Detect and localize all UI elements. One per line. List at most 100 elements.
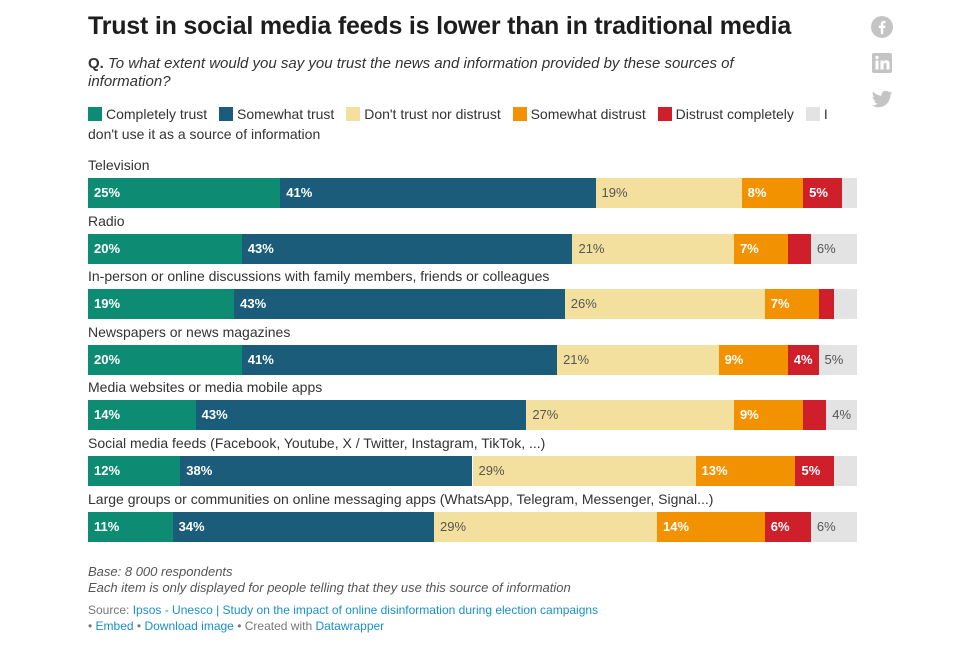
bar-segment [764, 289, 819, 320]
bar-segment [810, 233, 857, 264]
bar-segment [695, 456, 796, 486]
legend-label: Don't trust nor distrust [364, 106, 501, 122]
bar-segment [572, 233, 734, 264]
legend-item: Completely trust [88, 106, 207, 122]
legend-item: I don't use it as a source of informatio… [88, 106, 828, 142]
source-label: Source: [88, 603, 133, 617]
bar-segment [657, 511, 765, 542]
data-label: 11% [94, 518, 120, 534]
category-label: Media websites or media mobile apps [88, 379, 323, 396]
data-label: 43% [201, 407, 228, 423]
data-label: 7% [770, 296, 790, 312]
question-text: To what extent would you say you trust t… [88, 55, 734, 90]
bar-segment [741, 178, 804, 208]
legend-label: I don't use it as a source of informatio… [88, 106, 828, 142]
datawrapper-link[interactable]: Datawrapper [315, 619, 385, 633]
bar-segment [718, 344, 788, 375]
legend-label: Somewhat trust [237, 106, 335, 122]
survey-question: Q. To what extent would you say you trus… [88, 55, 808, 91]
data-label: 41% [286, 185, 313, 200]
data-label: 14% [94, 407, 121, 423]
stacked-bar: 20% 43% 21% 7% 6% [88, 233, 857, 264]
category-label: Newspapers or news magazines [88, 323, 291, 340]
data-label: 12% [94, 463, 121, 478]
bar-segment [795, 456, 834, 486]
legend-swatch [88, 107, 102, 121]
category-label: Radio [88, 212, 125, 229]
data-label: 29% [440, 518, 467, 534]
facebook-icon[interactable] [870, 15, 894, 39]
linkedin-icon[interactable] [870, 51, 894, 75]
stacked-bar: 11% 34% 29% 14% 6% 6% [88, 511, 857, 542]
source-link[interactable]: Ipsos - Unesco | Study on the impact of … [132, 603, 599, 617]
data-label: 8% [747, 185, 767, 200]
data-label: 20% [94, 240, 121, 256]
base-note: Base: 8 000 respondents [88, 564, 233, 579]
legend-swatch [657, 107, 672, 121]
bar-segment [557, 344, 719, 375]
legend-item: Distrust completely [657, 106, 794, 122]
legend-swatch [219, 107, 234, 121]
bar-segment [88, 178, 281, 208]
bar-segment [810, 511, 857, 542]
data-label: 21% [578, 240, 605, 256]
bar-segment [818, 289, 834, 320]
bar-segment [764, 511, 811, 542]
category-label: Social media feeds (Facebook, Youtube, X… [88, 435, 546, 451]
data-label: 41% [247, 351, 274, 367]
stacked-bar: 12% 38% 29% 13% 5% [88, 456, 857, 486]
bullet: • [88, 619, 93, 633]
bar-segment [472, 456, 696, 486]
source-footer: Source: Ipsos - Unesco | Study on the im… [88, 602, 598, 634]
bar-segment [818, 344, 857, 375]
bar-segment [434, 511, 658, 542]
bar-segment [564, 289, 765, 320]
legend-item: Somewhat trust [219, 106, 334, 122]
legend-item: Somewhat distrust [512, 106, 646, 122]
category-label: In-person or online discussions with fam… [88, 268, 550, 285]
bar-segment [841, 178, 857, 208]
data-label: 4% [832, 407, 852, 423]
stacked-bar: 19% 43% 26% 7% [88, 289, 857, 320]
bar-segment [195, 400, 527, 431]
bullet: • [237, 619, 242, 633]
bar-segment [88, 511, 173, 542]
data-label: 5% [801, 463, 821, 478]
bar-segment [88, 400, 196, 431]
data-label: 5% [824, 351, 844, 367]
twitter-icon[interactable] [870, 87, 894, 111]
stacked-bar: 25% 41% 19% 8% 5% [88, 178, 857, 208]
data-label: 6% [770, 518, 790, 534]
chart-title: Trust in social media feeds is lower tha… [88, 12, 792, 40]
bar-segment [733, 233, 788, 264]
bullet: • [136, 619, 142, 633]
bar-segment [234, 289, 565, 320]
data-label: 13% [701, 463, 728, 478]
bar-segment [787, 233, 811, 264]
bar-segment [172, 511, 435, 542]
data-label: 43% [240, 296, 267, 312]
data-label: 38% [186, 463, 213, 478]
bar-segment [526, 400, 734, 431]
data-label: 9% [724, 351, 744, 367]
embed-link[interactable]: Embed [95, 619, 134, 633]
data-label: 5% [809, 185, 828, 200]
created-with-label: Created with [244, 619, 313, 633]
bar-segment [803, 400, 827, 431]
bar-segment [180, 456, 473, 486]
data-label: 19% [601, 185, 628, 200]
legend-swatch [805, 107, 820, 121]
download-image-link[interactable]: Download image [144, 619, 234, 633]
data-label: 43% [247, 240, 274, 256]
bar-segment [826, 400, 857, 431]
data-label: 21% [563, 351, 590, 367]
bar-segment [88, 456, 181, 486]
chart-legend: Completely trust Somewhat trust Don't tr… [88, 104, 848, 144]
bar-segment [595, 178, 742, 208]
bar-segment [733, 400, 804, 431]
data-label: 19% [94, 296, 121, 312]
legend-label: Completely trust [106, 106, 208, 122]
data-label: 6% [816, 518, 836, 534]
bar-segment [833, 289, 857, 320]
category-label: Large groups or communities on online me… [88, 490, 714, 507]
